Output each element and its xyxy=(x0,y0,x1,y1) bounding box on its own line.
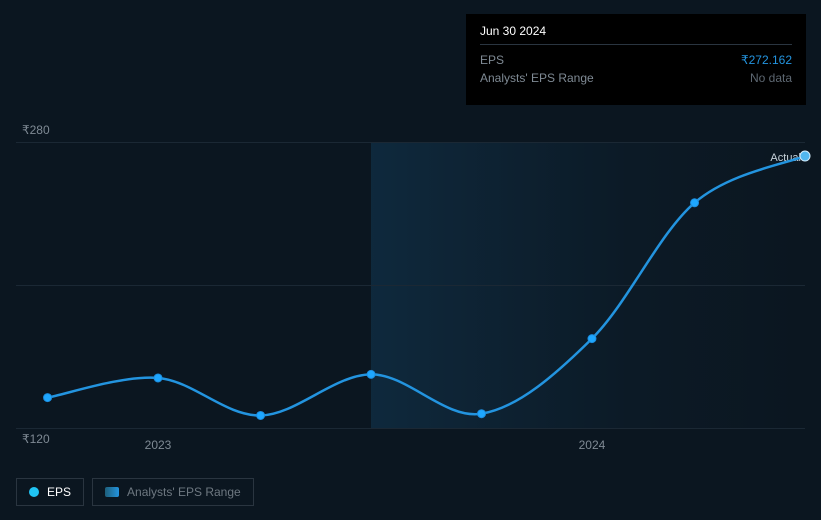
x-axis-label: 2024 xyxy=(579,438,606,452)
tooltip-date: Jun 30 2024 xyxy=(480,24,792,45)
data-point[interactable] xyxy=(154,374,162,382)
chart-legend: EPS Analysts' EPS Range xyxy=(16,478,254,506)
legend-eps-marker xyxy=(29,487,39,497)
legend-item-eps[interactable]: EPS xyxy=(16,478,84,506)
plot-area[interactable]: Actual 20232024 xyxy=(16,142,805,428)
chart-tooltip: Jun 30 2024 EPS ₹272.162 Analysts' EPS R… xyxy=(466,14,806,105)
y-axis-label-top: ₹280 xyxy=(22,123,50,137)
data-point[interactable] xyxy=(478,410,486,418)
tooltip-analysts-label: Analysts' EPS Range xyxy=(480,71,594,85)
eps-chart[interactable]: ₹280 ₹120 Actual 20232024 xyxy=(16,130,805,440)
data-point[interactable] xyxy=(44,394,52,402)
legend-analysts-marker xyxy=(105,487,119,497)
legend-eps-label: EPS xyxy=(47,485,71,499)
x-axis-label: 2023 xyxy=(145,438,172,452)
data-point[interactable] xyxy=(691,199,699,207)
legend-item-analysts[interactable]: Analysts' EPS Range xyxy=(92,478,254,506)
data-point[interactable] xyxy=(800,151,810,161)
data-point[interactable] xyxy=(367,370,375,378)
tooltip-analysts-value: No data xyxy=(750,71,792,85)
data-point[interactable] xyxy=(257,411,265,419)
y-axis-label-bottom: ₹120 xyxy=(22,432,50,446)
gridline xyxy=(16,428,805,429)
tooltip-eps-label: EPS xyxy=(480,53,504,67)
eps-line-series[interactable] xyxy=(16,142,805,428)
tooltip-row-eps: EPS ₹272.162 xyxy=(480,51,792,69)
tooltip-row-analysts: Analysts' EPS Range No data xyxy=(480,69,792,87)
data-point[interactable] xyxy=(588,335,596,343)
legend-analysts-label: Analysts' EPS Range xyxy=(127,485,241,499)
tooltip-eps-value: ₹272.162 xyxy=(741,53,792,67)
